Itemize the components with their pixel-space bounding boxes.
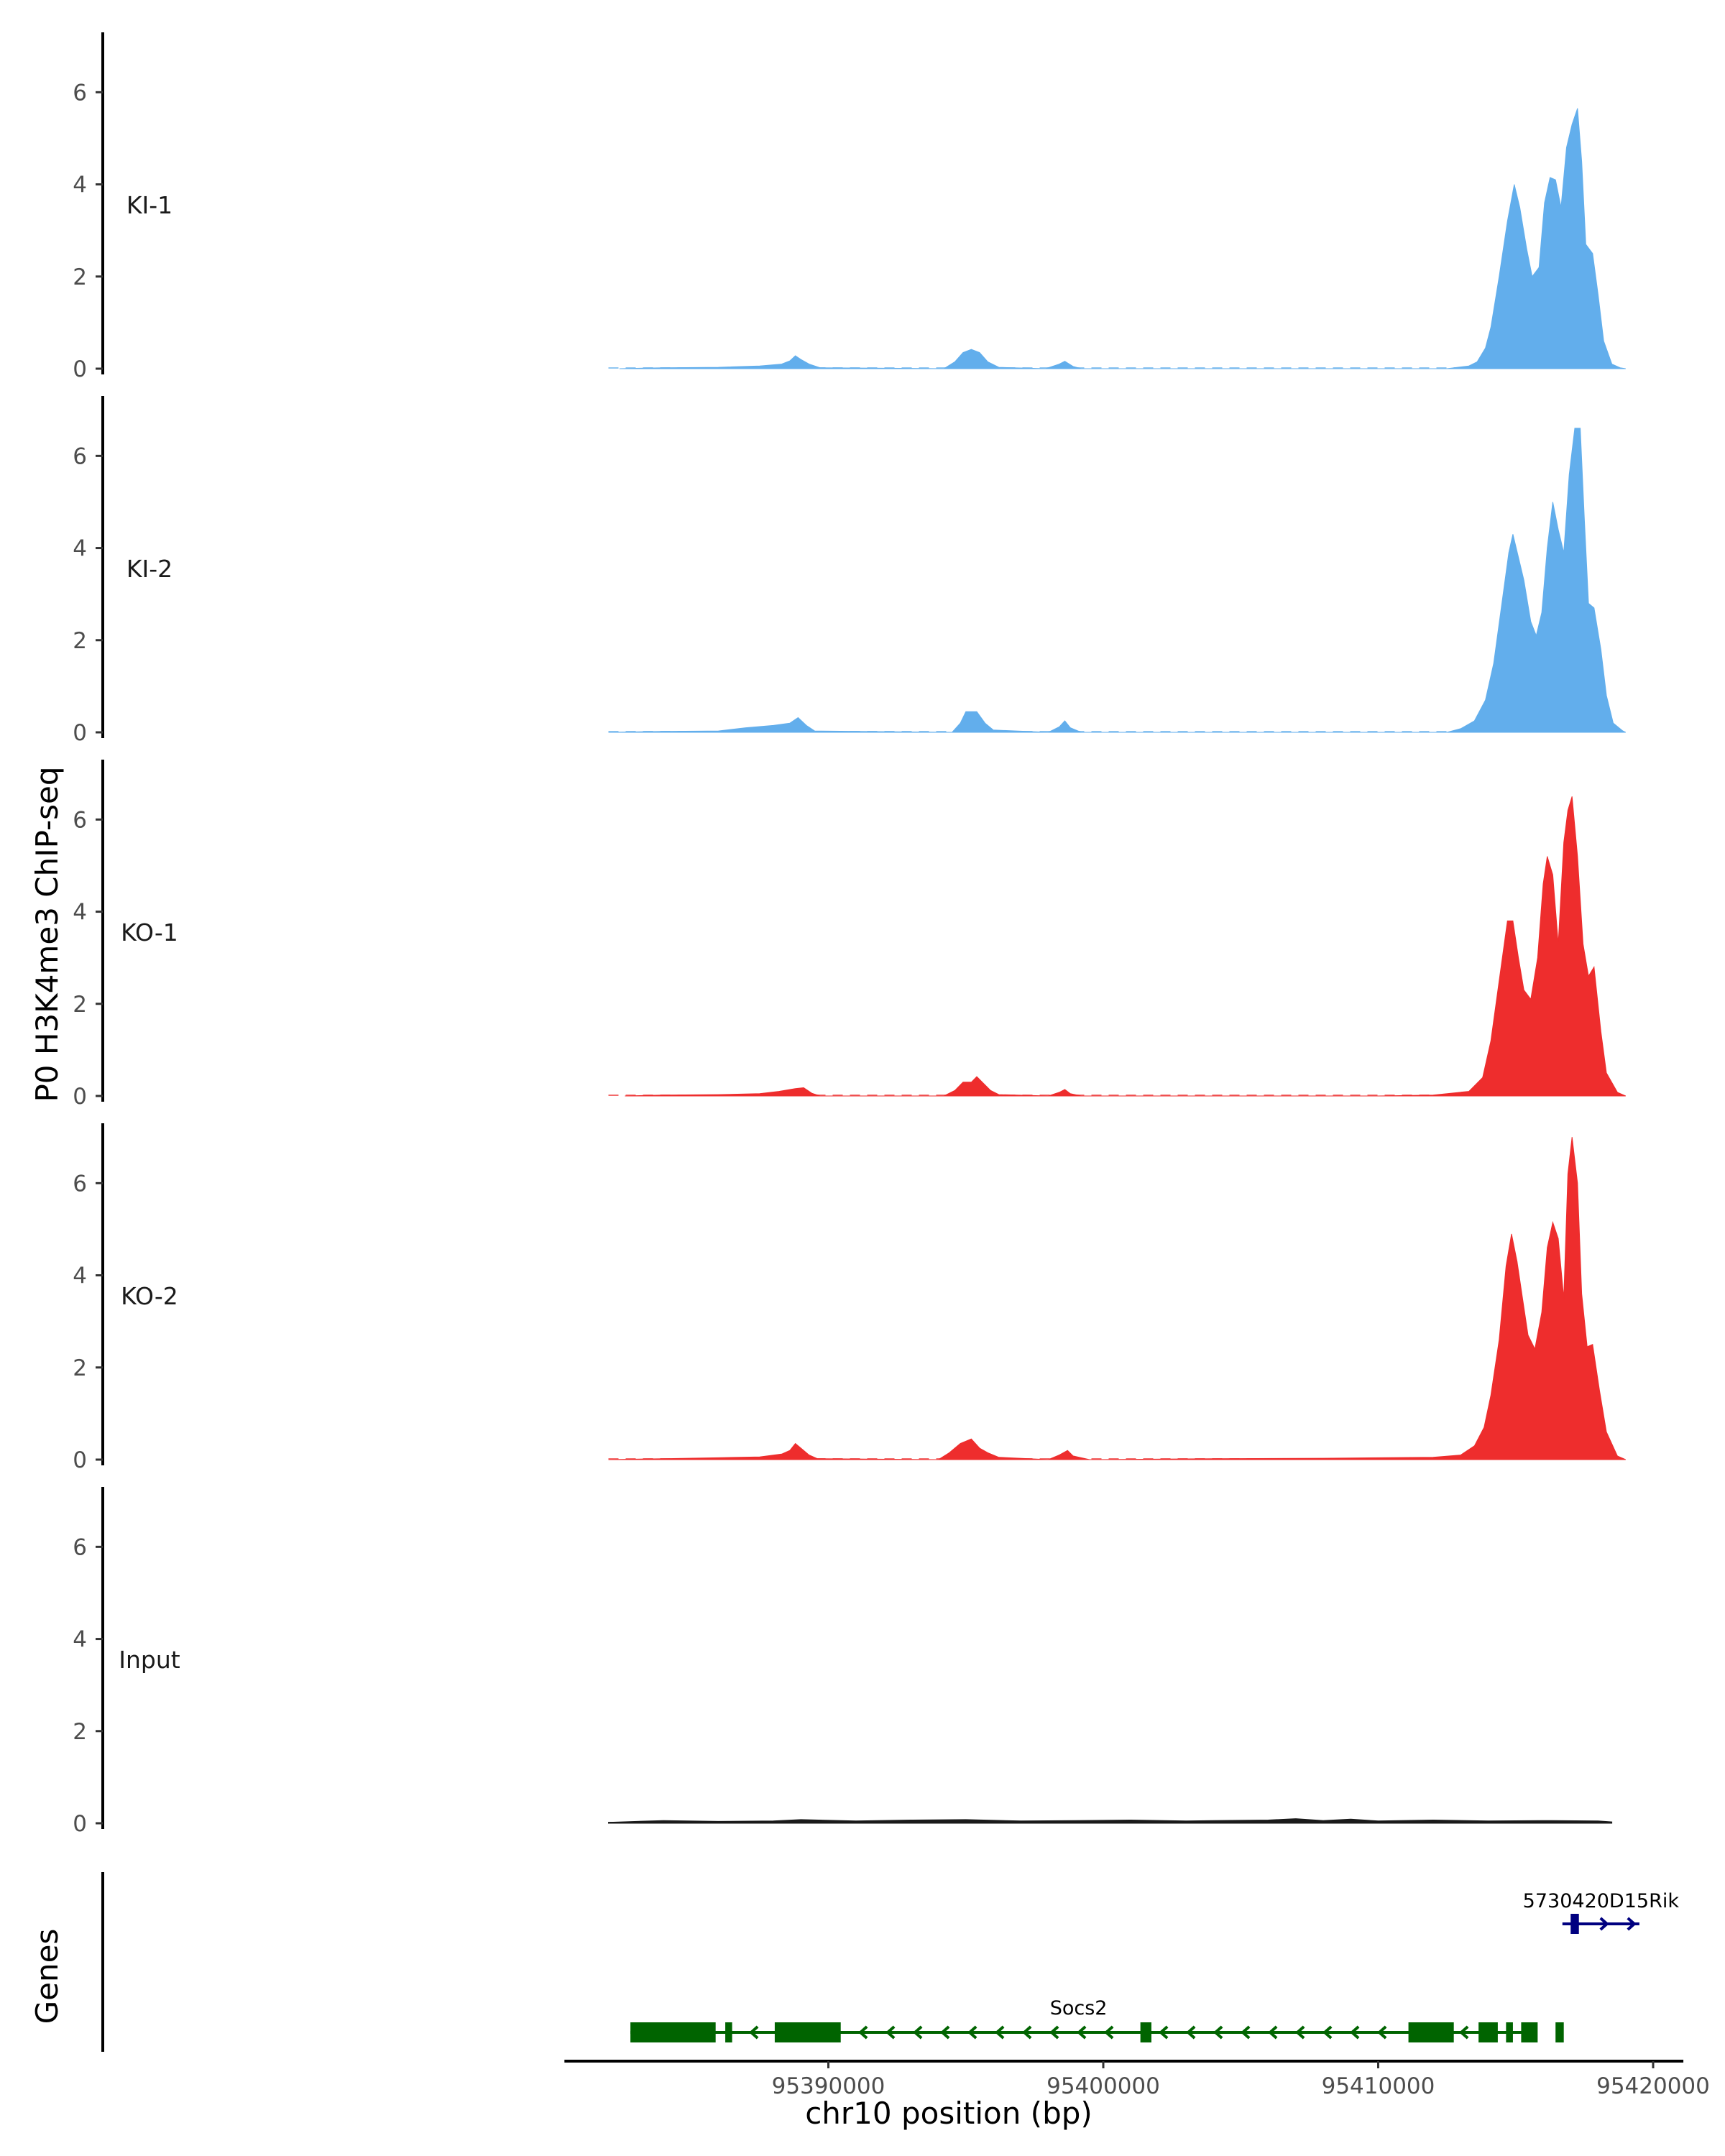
track-ki-1: 0 2 4 6 KI-1 [73, 32, 1626, 382]
coverage-area-ko-1 [625, 796, 1627, 1097]
gene-label: 5730420D15Rik [1523, 1890, 1680, 1912]
exon-block [774, 2022, 841, 2042]
y-tick-label: 6 [73, 1534, 87, 1560]
strand-arrow [1213, 2025, 1223, 2040]
strand-arrow [1104, 2025, 1114, 2040]
coverage-area-ko-2 [608, 1137, 1627, 1460]
strand-arrow [1322, 2025, 1333, 2040]
strand-arrow [995, 2025, 1005, 2040]
y-tick-label: 4 [73, 1627, 87, 1653]
y-tick-label: 6 [73, 1171, 87, 1197]
y-tick-label: 0 [73, 1447, 87, 1473]
strand-arrow [913, 2025, 923, 2040]
strand-arrow [1049, 2025, 1059, 2040]
gene-socs2: Socs2 [630, 1997, 1564, 2042]
y-tick-label: 2 [73, 1719, 87, 1745]
y-tick-label: 0 [73, 356, 87, 382]
strand-arrow [858, 2025, 868, 2040]
exon-block [1521, 2022, 1538, 2042]
exon-block [1506, 2022, 1513, 2042]
y-tick-label: 2 [73, 992, 87, 1018]
coverage-area-ki-2 [608, 428, 1627, 733]
strand-arrow [886, 2025, 896, 2040]
track-ko-1: 0 2 4 6 KO-1 [73, 760, 1627, 1110]
strand-arrow [1627, 1917, 1637, 1931]
strand-arrow [1377, 2025, 1387, 2040]
x-tick-label: 95420000 [1596, 2073, 1710, 2099]
strand-arrow [1295, 2025, 1305, 2040]
strand-arrow [1241, 2025, 1251, 2040]
strand-arrow [1159, 2025, 1169, 2040]
strand-arrow [1599, 1917, 1609, 1931]
exon-block [1555, 2022, 1564, 2042]
genes-axis-title: Genes [29, 1929, 65, 2024]
y-tick-label: 2 [73, 264, 87, 290]
y-tick-label: 4 [73, 536, 87, 562]
track-ki-2: 0 2 4 6 KI-2 [73, 396, 1627, 746]
strand-arrow [1268, 2025, 1278, 2040]
y-tick-label: 6 [73, 80, 87, 106]
gene-annotation-track: Socs2 5730420D15Rik [101, 1872, 1680, 2052]
exon-block [1478, 2022, 1498, 2042]
strand-arrow [749, 2025, 759, 2040]
y-tick-label: 4 [73, 900, 87, 926]
track-label-ko-2: KO-2 [121, 1282, 178, 1310]
x-axis-title: chr10 position (bp) [805, 2096, 1092, 2131]
strand-arrow [1350, 2025, 1360, 2040]
strand-arrow [940, 2025, 950, 2040]
track-label-ki-2: KI-2 [126, 555, 172, 583]
exon-block [1570, 1914, 1579, 1934]
coverage-tracks: 0 2 4 6 KI-1 0 2 4 6 KI-2 0 2 4 6 KO-1 0 2 4 6 KO-2 0 2 4 6 Inpu… [73, 32, 1627, 1837]
exon-block [1140, 2022, 1151, 2042]
x-axis: 95390000 95400000 95410000 95420000 [564, 2060, 1710, 2099]
y-tick-label: 4 [73, 1263, 87, 1289]
y-tick-label: 0 [73, 1811, 87, 1837]
y-tick-label: 6 [73, 807, 87, 833]
x-tick-label: 95390000 [772, 2073, 886, 2099]
strand-arrow [1459, 2025, 1469, 2040]
gene-5730420d15rik: 5730420D15Rik [1523, 1890, 1680, 1934]
strand-arrow [1022, 2025, 1032, 2040]
exon-block [630, 2022, 716, 2042]
y-tick-label: 6 [73, 443, 87, 469]
y-tick-label: 2 [73, 1355, 87, 1381]
x-tick-label: 95400000 [1046, 2073, 1160, 2099]
y-tick-label: 4 [73, 172, 87, 198]
track-ko-2: 0 2 4 6 KO-2 [73, 1123, 1627, 1473]
track-label-ko-1: KO-1 [121, 918, 178, 946]
y-tick-label: 0 [73, 720, 87, 746]
exon-block [725, 2022, 732, 2042]
y-tick-label: 0 [73, 1084, 87, 1110]
track-input: 0 2 4 6 Input [73, 1487, 1613, 1837]
strand-arrow [1186, 2025, 1196, 2040]
y-tick-label: 2 [73, 628, 87, 654]
track-label-input: Input [119, 1646, 180, 1674]
track-label-ki-1: KI-1 [126, 191, 172, 219]
exon-block [1408, 2022, 1454, 2042]
y-axis-title: P0 H3K4me3 ChIP-seq [29, 766, 65, 1102]
strand-arrow [1077, 2025, 1087, 2040]
coverage-area-ki-1 [619, 108, 1626, 369]
x-tick-label: 95410000 [1322, 2073, 1435, 2099]
gene-label: Socs2 [1050, 1997, 1108, 2019]
strand-arrow [967, 2025, 978, 2040]
